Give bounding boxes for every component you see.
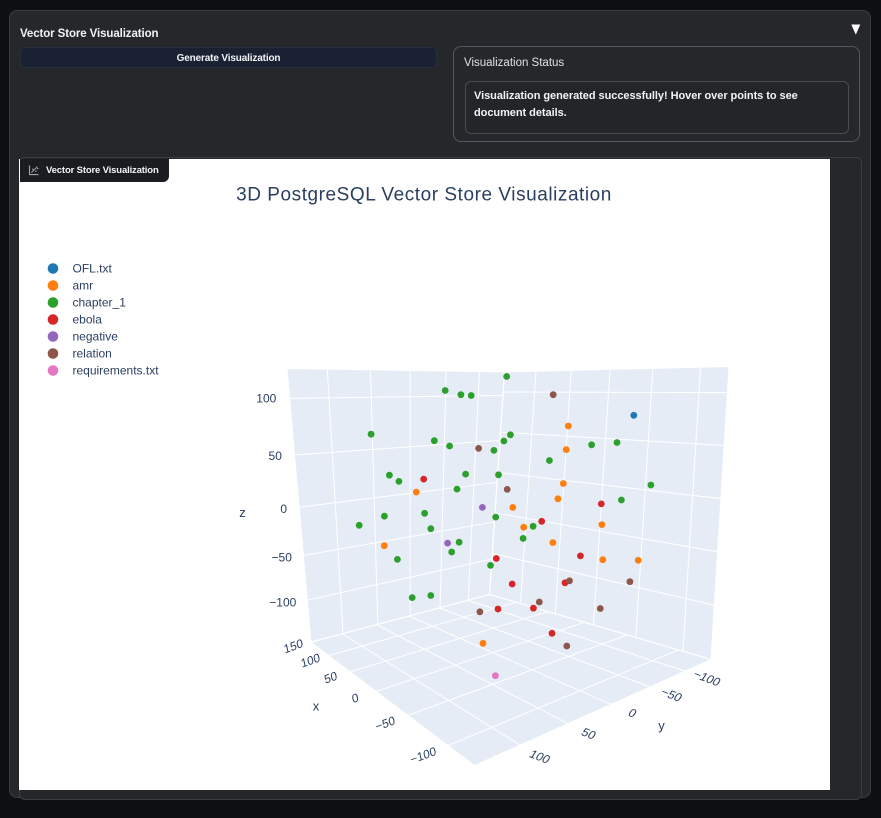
svg-text:chapter_1: chapter_1 bbox=[73, 296, 127, 310]
svg-text:−100: −100 bbox=[409, 744, 438, 767]
svg-text:100: 100 bbox=[527, 747, 554, 766]
svg-text:x: x bbox=[313, 699, 320, 714]
svg-text:100: 100 bbox=[256, 392, 276, 406]
svg-text:100: 100 bbox=[300, 650, 322, 671]
svg-text:−100: −100 bbox=[690, 667, 723, 689]
svg-text:−50: −50 bbox=[272, 551, 293, 565]
svg-text:OFL.txt: OFL.txt bbox=[73, 262, 113, 276]
svg-text:0: 0 bbox=[625, 706, 639, 720]
svg-text:0: 0 bbox=[280, 502, 287, 516]
svg-text:ebola: ebola bbox=[73, 313, 103, 327]
svg-text:50: 50 bbox=[323, 668, 339, 686]
svg-text:150: 150 bbox=[282, 636, 304, 657]
svg-text:3D PostgreSQL Vector Store Vis: 3D PostgreSQL Vector Store Visualization bbox=[236, 185, 612, 206]
svg-text:negative: negative bbox=[73, 330, 119, 344]
svg-text:−50: −50 bbox=[658, 685, 685, 704]
svg-text:−100: −100 bbox=[269, 596, 296, 610]
svg-text:50: 50 bbox=[269, 449, 283, 463]
svg-text:y: y bbox=[658, 718, 665, 733]
svg-text:0: 0 bbox=[351, 690, 360, 706]
svg-text:50: 50 bbox=[579, 725, 599, 742]
svg-text:amr: amr bbox=[73, 279, 94, 293]
svg-text:relation: relation bbox=[73, 347, 112, 361]
svg-text:z: z bbox=[239, 505, 246, 520]
svg-text:−50: −50 bbox=[374, 713, 396, 734]
svg-text:requirements.txt: requirements.txt bbox=[73, 364, 160, 378]
